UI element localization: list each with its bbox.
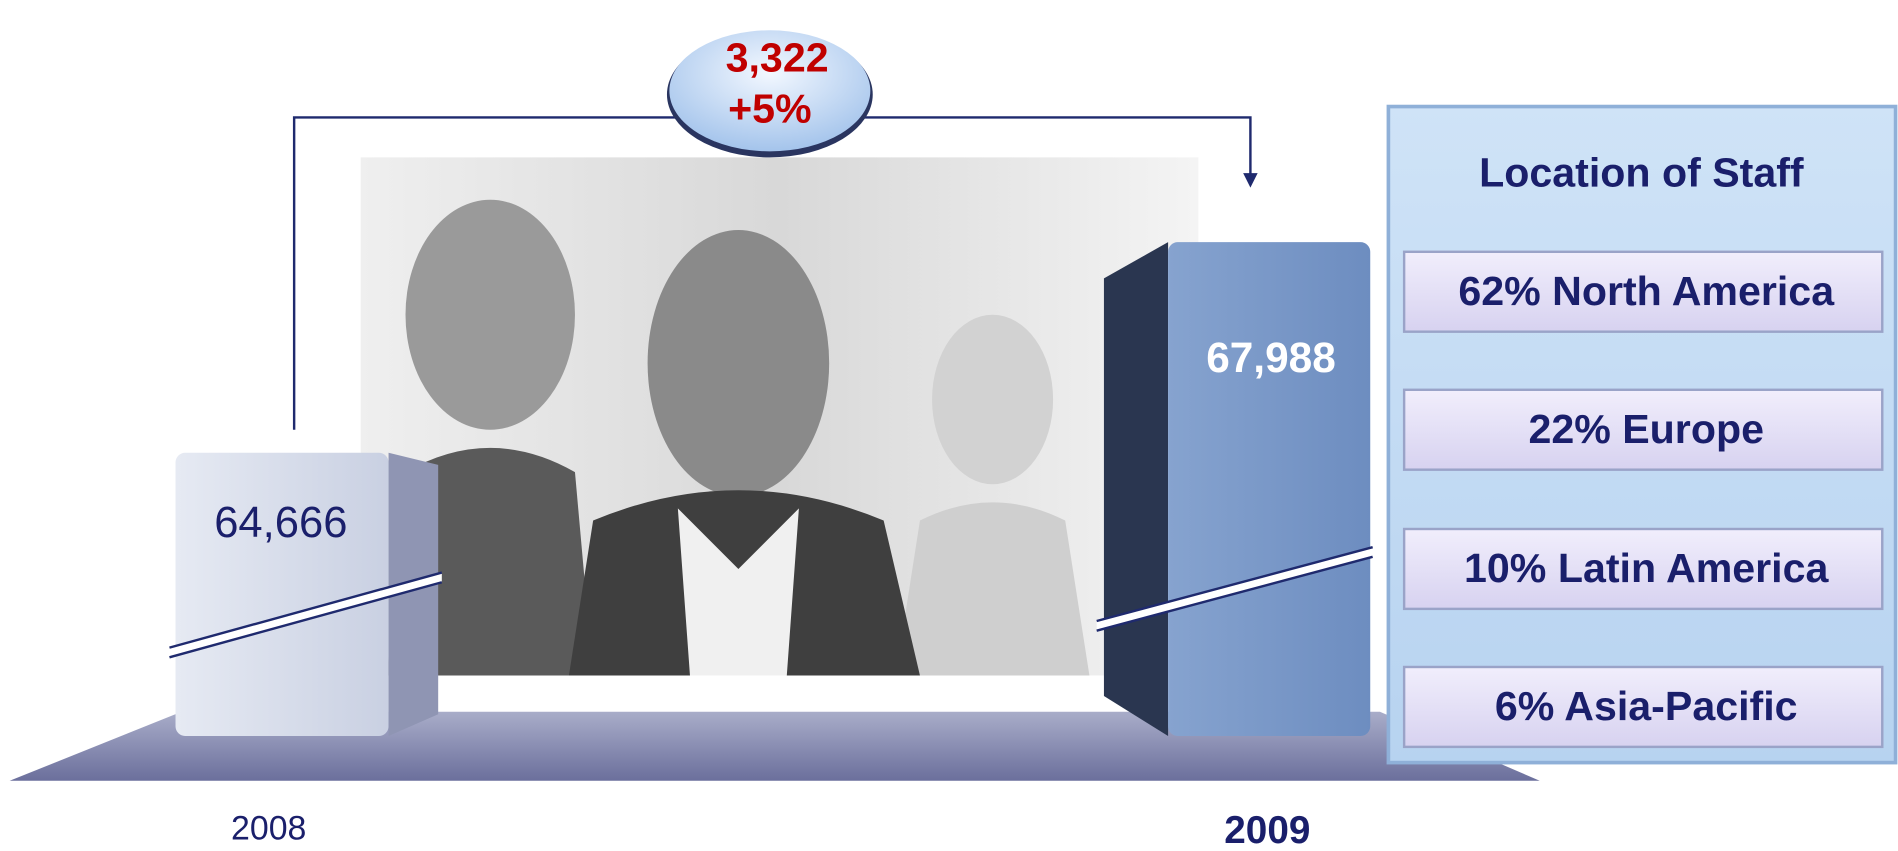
staff-2009: 67,988: [1206, 334, 1336, 381]
photo: [361, 157, 1199, 675]
year-2008: 2008: [231, 809, 306, 847]
change-percent: +5%: [728, 85, 811, 131]
location-item: 62% North America: [1458, 268, 1835, 314]
change-amount: 3,322: [726, 34, 829, 80]
bar-2008: [169, 453, 441, 736]
location-item: 10% Latin America: [1464, 545, 1829, 591]
year-2009: 2009: [1224, 809, 1310, 851]
infographic: 3,322 +5% 64,666 67,988 2008 2009 Locati…: [0, 0, 1898, 851]
bar-2009: [1097, 242, 1373, 736]
panel-title: Location of Staff: [1479, 149, 1804, 195]
staff-2008: 64,666: [214, 499, 347, 547]
location-item: 22% Europe: [1528, 406, 1764, 452]
arrow-head: [1243, 173, 1258, 188]
page: 3,322 +5% 64,666 67,988 2008 2009 Locati…: [0, 0, 1898, 851]
location-panel: Location of Staff 62% North America 22% E…: [1388, 107, 1895, 763]
location-item: 6% Asia-Pacific: [1495, 683, 1798, 729]
